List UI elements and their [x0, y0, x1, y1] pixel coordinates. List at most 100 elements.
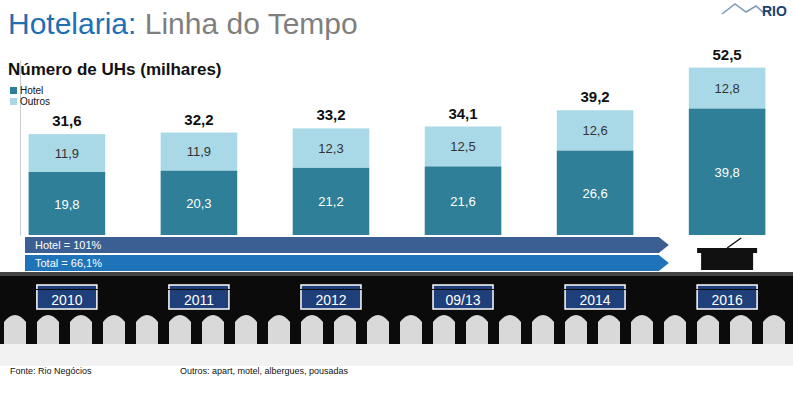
arch: [763, 315, 785, 344]
bar: [557, 150, 634, 235]
tick-label: 2016: [712, 292, 743, 308]
data-label: 11,9: [187, 144, 211, 159]
category-box: [697, 285, 757, 309]
total-label: 34,1: [448, 105, 477, 122]
tick: 2014: [579, 289, 610, 308]
data-label: 21,2: [318, 194, 343, 209]
title: Hotelaria: Linha do Tempo: [8, 7, 358, 40]
category-box: [169, 285, 229, 309]
data-label: 20,3: [186, 196, 211, 211]
data-label: 26,6: [582, 186, 607, 201]
tick: 2011: [184, 289, 214, 308]
title-part: Hotelaria:: [8, 7, 136, 40]
category-box: [301, 285, 361, 309]
arch: [169, 315, 191, 344]
category-box: [565, 285, 625, 309]
tick-label: 09/13: [445, 292, 480, 308]
tram-pole: [727, 238, 741, 248]
x-axis: 2010 2011 2012 09/13 2014 2016: [23, 289, 773, 308]
arch: [37, 315, 59, 344]
arch: [598, 315, 620, 344]
category-box: [433, 285, 493, 309]
arch: [664, 315, 686, 344]
tick-label: 2014: [579, 292, 610, 308]
tick: 2010: [51, 289, 82, 308]
legend: HotelOutros: [10, 85, 50, 107]
total-label: 31,6: [52, 112, 81, 129]
bar: [29, 172, 106, 235]
arch: [499, 315, 521, 344]
footnote: Fonte: Rio Negócios: [10, 366, 92, 376]
aqueduct-band: [0, 272, 793, 344]
arch: [4, 315, 26, 344]
arch: [400, 315, 422, 344]
category-box: [37, 285, 97, 309]
arch: [565, 315, 587, 344]
subtitle: Número de UHs (milhares): [8, 60, 222, 79]
total-label: 52,5: [713, 46, 742, 63]
annotation-arrow: [25, 237, 669, 253]
arch: [730, 315, 752, 344]
data-label: 12,6: [582, 123, 607, 138]
tram-body: [701, 252, 753, 270]
bar: [689, 108, 766, 235]
arch: [433, 315, 455, 344]
data-label: 12,8: [714, 81, 739, 96]
bar: [29, 134, 106, 172]
arch: [136, 315, 158, 344]
arch: [367, 315, 389, 344]
legend-swatch: [10, 87, 17, 94]
legend-label: Outros: [20, 96, 50, 107]
total-label: 39,2: [580, 88, 609, 105]
aqueduct-top: [0, 272, 793, 276]
data-label: 39,8: [714, 165, 739, 180]
tick-label: 2010: [51, 292, 82, 308]
arch: [268, 315, 290, 344]
bar: [293, 168, 370, 235]
data-label: 12,5: [450, 139, 475, 154]
bar: [689, 68, 766, 109]
logo: RIO: [762, 3, 787, 19]
legend-label: Hotel: [20, 85, 43, 96]
arch: [532, 315, 554, 344]
arch: [334, 315, 356, 344]
annotation: Total = 66,1%: [35, 257, 102, 269]
tick: 2012: [315, 289, 346, 308]
bar: [425, 166, 502, 235]
total-label: 32,2: [184, 111, 213, 128]
data-labels: 19,8 20,3 21,2 21,6 26,6 39,8 11,9 11,9 12,3 12,5…: [52, 46, 741, 212]
annotation-arrow: [25, 255, 669, 271]
bar: [161, 170, 238, 235]
logo-mark: [722, 4, 765, 14]
arch: [631, 315, 653, 344]
data-label: 19,8: [54, 197, 79, 212]
bar: [161, 133, 238, 171]
arch: [697, 315, 719, 344]
series-0: [29, 108, 766, 235]
total-label: 33,2: [316, 106, 345, 123]
title-part: Linha do Tempo: [136, 7, 357, 40]
arch: [235, 315, 257, 344]
series-1: [29, 68, 766, 172]
tick: 09/13: [445, 289, 480, 308]
tram-roof: [697, 248, 757, 253]
tick-label: 2012: [315, 292, 346, 308]
data-label: 11,9: [55, 146, 79, 161]
bar: [425, 127, 502, 167]
arch: [202, 315, 224, 344]
aqueduct: [0, 272, 793, 344]
plot: [29, 68, 766, 235]
tick: 2016: [712, 289, 743, 308]
x-axis-line: [23, 289, 773, 290]
data-label: 21,6: [450, 194, 475, 209]
chart: Hotelaria: Linha do Tempo RIO Número de UH…: [0, 0, 793, 398]
data-label: 12,3: [318, 141, 343, 156]
tick-label: 2011: [184, 292, 214, 308]
annotation: Hotel = 101%: [35, 239, 102, 251]
arch: [301, 315, 323, 344]
arch: [103, 315, 125, 344]
bar: [293, 128, 370, 167]
bar: [557, 110, 634, 150]
ground: [0, 344, 793, 366]
arch: [70, 315, 92, 344]
